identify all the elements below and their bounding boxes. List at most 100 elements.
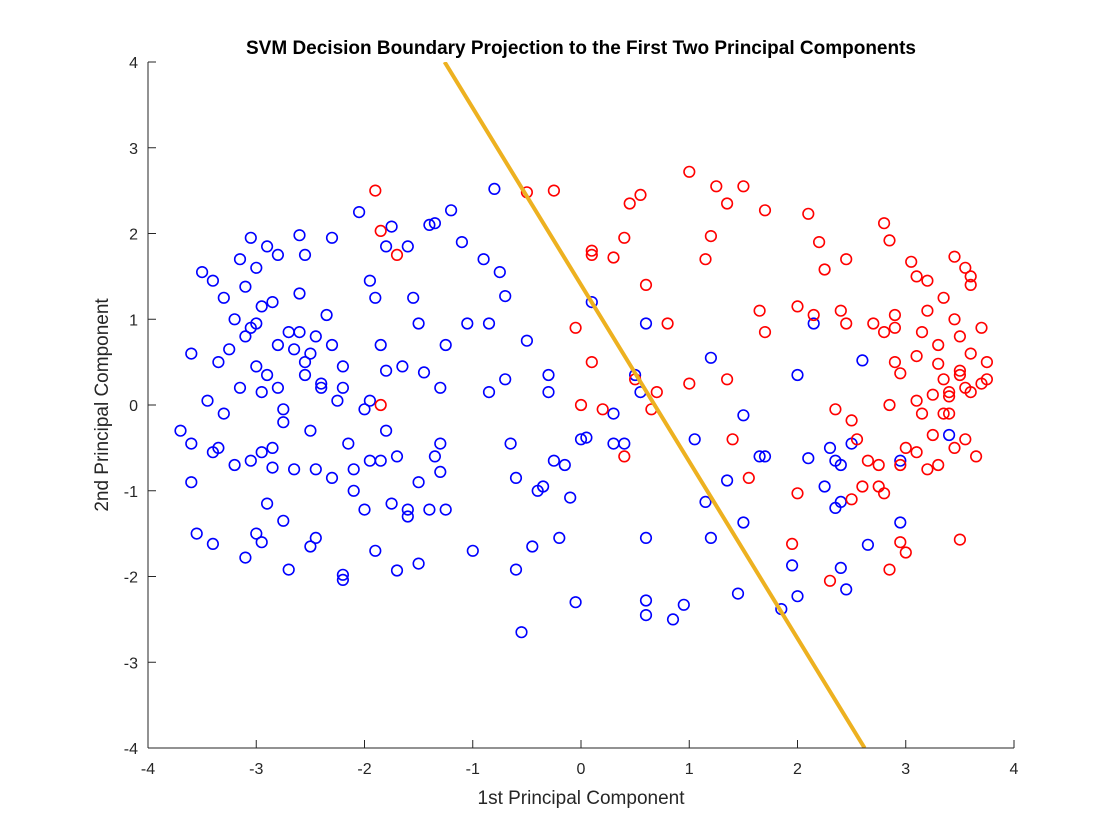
data-point	[872, 480, 885, 493]
data-point	[266, 441, 279, 455]
data-point	[288, 343, 301, 356]
x-tick-label: -3	[249, 761, 263, 778]
data-point	[266, 296, 279, 309]
data-point	[953, 533, 967, 546]
data-point	[807, 308, 820, 322]
data-point	[201, 394, 214, 407]
data-point	[639, 594, 653, 607]
data-point	[569, 321, 582, 334]
data-point	[380, 240, 393, 253]
data-point	[910, 446, 923, 459]
data-point	[877, 217, 891, 230]
data-point	[942, 390, 956, 403]
data-point	[921, 274, 934, 287]
data-point	[325, 338, 339, 352]
y-tick-label: -2	[124, 570, 138, 587]
data-point	[845, 493, 858, 506]
data-point	[840, 253, 853, 266]
data-point	[607, 437, 620, 450]
data-point	[574, 433, 588, 446]
data-point	[840, 317, 853, 330]
data-point	[466, 544, 479, 557]
data-point	[336, 573, 350, 587]
data-point	[737, 180, 750, 193]
data-point	[412, 476, 425, 489]
data-point	[509, 471, 523, 485]
data-point	[228, 313, 241, 326]
data-point	[282, 326, 295, 339]
data-point	[482, 386, 496, 399]
data-point	[526, 540, 539, 553]
data-point	[206, 537, 219, 551]
data-point	[488, 182, 501, 195]
data-point	[948, 313, 961, 326]
data-point	[753, 450, 766, 463]
data-point	[190, 527, 203, 540]
data-point	[347, 484, 360, 497]
data-point	[704, 531, 718, 545]
data-point	[293, 326, 306, 339]
data-point	[677, 598, 690, 611]
data-point	[877, 326, 891, 339]
data-point	[315, 381, 328, 394]
x-tick-label: -4	[141, 761, 155, 778]
data-point	[639, 531, 653, 545]
data-point	[239, 551, 252, 564]
data-point	[547, 454, 561, 467]
data-point	[250, 317, 263, 330]
data-point	[439, 338, 452, 352]
data-point	[206, 274, 219, 287]
data-point	[802, 207, 815, 220]
data-point	[969, 450, 983, 463]
y-tick-label: 2	[129, 227, 138, 244]
data-point	[239, 330, 252, 343]
data-point	[932, 338, 945, 352]
x-tick-label: 3	[901, 761, 910, 778]
data-point	[363, 394, 377, 407]
data-point	[915, 326, 929, 339]
data-point	[255, 536, 268, 549]
data-point	[758, 450, 772, 463]
data-point	[720, 373, 734, 386]
data-point	[942, 386, 956, 399]
data-point	[915, 407, 929, 420]
data-point	[932, 458, 945, 472]
data-point	[282, 563, 295, 576]
data-point	[417, 366, 431, 379]
data-point	[315, 377, 328, 390]
data-point	[363, 454, 377, 467]
x-tick-label: 1	[685, 761, 694, 778]
data-point	[261, 240, 274, 253]
data-point	[212, 441, 225, 455]
data-point	[585, 244, 598, 257]
data-point	[959, 433, 972, 446]
data-point	[228, 458, 241, 472]
data-point	[250, 360, 263, 373]
chart-title: SVM Decision Boundary Projection to the …	[246, 38, 916, 59]
data-point	[618, 231, 631, 244]
data-point	[407, 291, 420, 304]
data-point	[385, 497, 398, 510]
data-point	[271, 248, 285, 261]
data-point	[937, 407, 950, 420]
decision-boundary-line	[442, 62, 867, 748]
data-point	[515, 626, 528, 639]
data-point	[298, 368, 312, 382]
data-point	[585, 356, 598, 369]
data-point	[325, 231, 339, 244]
data-point	[520, 334, 534, 347]
data-point	[710, 180, 723, 193]
data-point	[737, 516, 750, 529]
data-point	[861, 538, 875, 551]
data-point	[634, 188, 647, 201]
data-point	[845, 414, 858, 427]
data-point	[661, 317, 674, 330]
data-point	[174, 424, 187, 437]
data-point	[233, 381, 247, 394]
data-point	[564, 491, 577, 504]
data-point	[926, 428, 939, 442]
data-point	[704, 230, 718, 243]
data-point	[899, 546, 912, 559]
data-point	[883, 398, 896, 412]
